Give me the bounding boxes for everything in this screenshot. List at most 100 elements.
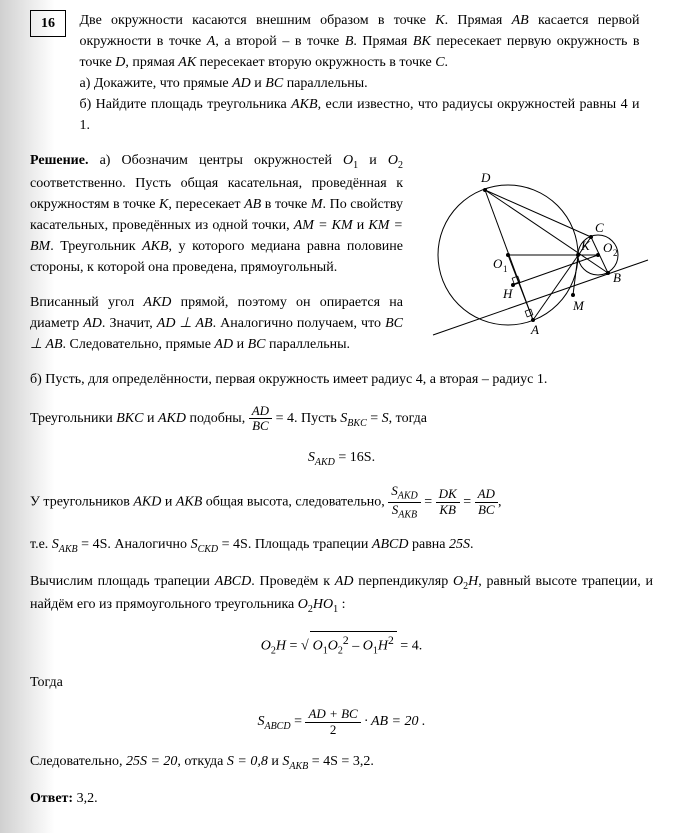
- var: M: [311, 197, 323, 212]
- text: ,: [498, 495, 502, 510]
- den: BC: [249, 419, 272, 433]
- den: BC: [475, 503, 498, 517]
- var: HO: [313, 597, 333, 612]
- problem-statement: Две окружности касаются внешним образом …: [80, 10, 640, 136]
- text: У треугольников: [30, 495, 133, 510]
- sub: AKB: [398, 509, 417, 520]
- num: AD: [249, 404, 272, 419]
- display-eq: SAKD = 16S.: [30, 447, 653, 470]
- text: · AB = 20 .: [364, 714, 425, 729]
- text: а) Обозначим центры окружностей: [100, 153, 343, 168]
- var: AD: [335, 574, 354, 589]
- display-eq: SABCD = AD + BC2 · AB = 20 .: [30, 707, 653, 737]
- var: K: [159, 197, 168, 212]
- num: AD + BC: [305, 707, 360, 722]
- var: AKB: [176, 495, 202, 510]
- answer-value: 3,2.: [73, 791, 98, 806]
- fraction: SAKD SAKB: [388, 484, 421, 520]
- text: = 4: [272, 411, 294, 426]
- text: . Аналогично: [107, 537, 190, 552]
- svg-text:D: D: [480, 170, 491, 185]
- var: O: [328, 638, 338, 653]
- text: . Аналогично получаем, что: [213, 316, 386, 331]
- text: общая высота, следовательно,: [202, 495, 388, 510]
- var: O: [453, 574, 463, 589]
- var: AB: [512, 13, 529, 28]
- text: :: [338, 597, 345, 612]
- text: Вычислим площадь трапеции: [30, 574, 215, 589]
- text: . Прямая: [445, 13, 512, 28]
- text: и: [161, 495, 176, 510]
- var: BC: [248, 337, 266, 352]
- text: б) Найдите площадь треугольника: [80, 97, 292, 112]
- var: D: [115, 55, 125, 70]
- var: AKB: [142, 239, 168, 254]
- den: KB: [436, 503, 460, 517]
- sub: AKB: [59, 544, 78, 555]
- text: и: [358, 153, 388, 168]
- text: –: [349, 638, 363, 653]
- text: подобны,: [186, 411, 249, 426]
- fraction: ADBC: [475, 487, 498, 517]
- var: BC: [265, 76, 283, 91]
- den: 2: [305, 723, 360, 737]
- eq: AD ⊥ AB: [157, 316, 213, 331]
- text: , прямая: [125, 55, 178, 70]
- geometry-figure: D C K O1 O2 H M A B: [413, 150, 653, 340]
- var: K: [435, 13, 444, 28]
- svg-text:M: M: [572, 298, 585, 313]
- var: AD: [232, 76, 251, 91]
- text: параллельны.: [283, 76, 368, 91]
- sub: BKC: [347, 418, 366, 429]
- svg-text:O: O: [603, 240, 613, 255]
- fraction: ADBC: [249, 404, 272, 434]
- svg-text:A: A: [530, 322, 539, 337]
- num: AD: [475, 487, 498, 502]
- var: H: [468, 574, 478, 589]
- svg-text:2: 2: [613, 248, 618, 258]
- text: , а второй – в точке: [215, 34, 344, 49]
- var: ABCD: [215, 574, 252, 589]
- solution-heading: Решение.: [30, 153, 88, 168]
- text: = 4S = 3,2.: [308, 754, 374, 769]
- var: O: [298, 597, 308, 612]
- text: а) Докажите, что прямые: [80, 76, 233, 91]
- var: AKD: [158, 411, 186, 426]
- svg-text:H: H: [502, 286, 513, 301]
- text: . Следовательно, прямые: [63, 337, 215, 352]
- var: O: [388, 153, 398, 168]
- num: DK: [436, 487, 460, 502]
- text: б) Пусть, для определённости, первая окр…: [30, 369, 653, 390]
- svg-text:K: K: [580, 238, 591, 253]
- text: , откуда: [177, 754, 227, 769]
- text: и: [233, 337, 248, 352]
- fraction: DKKB: [436, 487, 460, 517]
- solution: D C K O1 O2 H M A B Решение. а) Обозначи…: [30, 150, 653, 823]
- text: . Прямая: [353, 34, 413, 49]
- svg-text:O: O: [493, 256, 503, 271]
- text: и: [353, 218, 369, 233]
- fraction: AD + BC2: [305, 707, 360, 737]
- sub: 2: [398, 160, 403, 171]
- text: . Значит,: [102, 316, 157, 331]
- text: , тогда: [389, 411, 427, 426]
- var: ABCD: [372, 537, 409, 552]
- text: = 4S: [218, 537, 248, 552]
- svg-text:1: 1: [503, 264, 508, 274]
- var: AB: [244, 197, 261, 212]
- var: O: [363, 638, 373, 653]
- sub: AKD: [315, 457, 335, 468]
- page: 16 Две окружности касаются внешним образ…: [0, 0, 683, 833]
- var: AK: [178, 55, 196, 70]
- eq: 25S = 20: [126, 754, 177, 769]
- display-eq: O2H = √O1O22 – O1H2 = 4.: [30, 631, 653, 658]
- var: AKD: [143, 295, 171, 310]
- svg-text:C: C: [595, 220, 604, 235]
- svg-text:B: B: [613, 270, 621, 285]
- eq: AM = KM: [294, 218, 353, 233]
- text: = 4S: [78, 537, 108, 552]
- var: AKD: [133, 495, 161, 510]
- text: перпендикуляр: [353, 574, 453, 589]
- text: параллельны.: [265, 337, 350, 352]
- text: = 4.: [400, 638, 422, 653]
